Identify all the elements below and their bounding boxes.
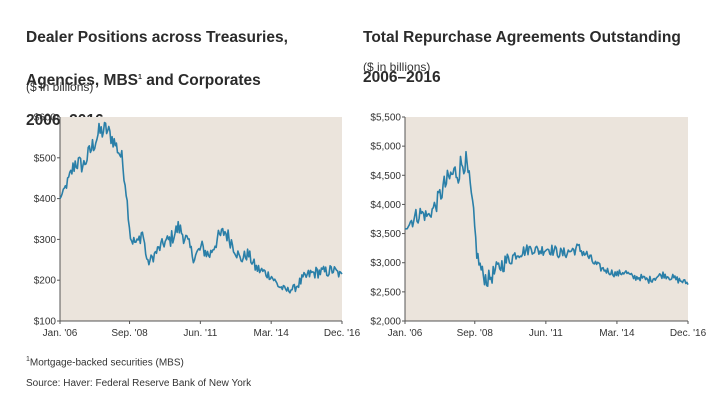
- dealer-y-tick-label: $400: [34, 194, 57, 205]
- chart-2-subtitle: ($ in billions): [363, 60, 431, 74]
- footnote-mark: 1: [26, 356, 30, 363]
- repo-y-tick-label: $5,500: [370, 113, 401, 124]
- dealer-y-tick-label: $300: [34, 235, 57, 246]
- repo-x-tick-label: Mar. '14: [599, 328, 635, 339]
- repo-series-line: [404, 150, 689, 288]
- chart-1-title-line-2b: and Corporates: [141, 72, 261, 90]
- footnote: 1Mortgage-backed securities (MBS): [26, 356, 184, 368]
- chart-1-title-line-1: Dealer Positions across Treasuries,: [26, 29, 288, 46]
- repo-x-tick-label: Dec. '16: [670, 328, 707, 339]
- dealer-y-tick-label: $100: [34, 317, 57, 328]
- repo-y-tick-label: $2,500: [370, 287, 401, 298]
- footnote-text: Mortgage-backed securities (MBS): [29, 357, 184, 369]
- chart-2-title-line-1: Total Repurchase Agreements Outstanding: [363, 29, 681, 46]
- dealer-x-tick-label: Sep. '08: [111, 328, 148, 339]
- repo-x-tick-label: Jan. '06: [388, 328, 423, 339]
- dealer-x-tick-label: Jun. '11: [183, 328, 217, 339]
- repo-y-tick-label: $2,000: [370, 317, 401, 328]
- chart-1-title-line-2a: Agencies, MBS: [26, 72, 138, 90]
- dealer-series-line: [59, 121, 343, 294]
- repo-y-tick-label: $4,500: [370, 171, 401, 182]
- repo-y-tick-label: $3,000: [370, 258, 401, 269]
- dealer-y-tick-label: $500: [34, 153, 57, 164]
- dealer-y-tick-label: $200: [34, 276, 57, 287]
- dealer-x-tick-label: Jan. '06: [43, 328, 78, 339]
- source-note: Source: Haver: Federal Reserve Bank of N…: [26, 378, 252, 389]
- chart-1-subtitle: ($ in billions): [26, 80, 94, 94]
- chart-1-title-footnote-mark: 1: [137, 74, 142, 81]
- repo-x-tick-label: Jun. '11: [529, 328, 563, 339]
- chart-2-title-line-2: 2006–2016: [363, 69, 441, 86]
- dealer-x-tick-label: Mar. '14: [254, 328, 290, 339]
- repo-plot-area: [405, 117, 688, 321]
- dealer-x-tick-label: Dec. '16: [324, 328, 361, 339]
- dealer-plot-area: [60, 117, 342, 321]
- dealer-y-tick-label: $600: [34, 113, 57, 124]
- repo-y-tick-label: $4,000: [370, 200, 401, 211]
- repo-y-tick-label: $3,500: [370, 229, 401, 240]
- chart-2-title: Total Repurchase Agreements Outstanding …: [363, 8, 703, 88]
- repo-y-tick-label: $5,000: [370, 142, 401, 153]
- repo-x-tick-label: Sep. '08: [457, 328, 494, 339]
